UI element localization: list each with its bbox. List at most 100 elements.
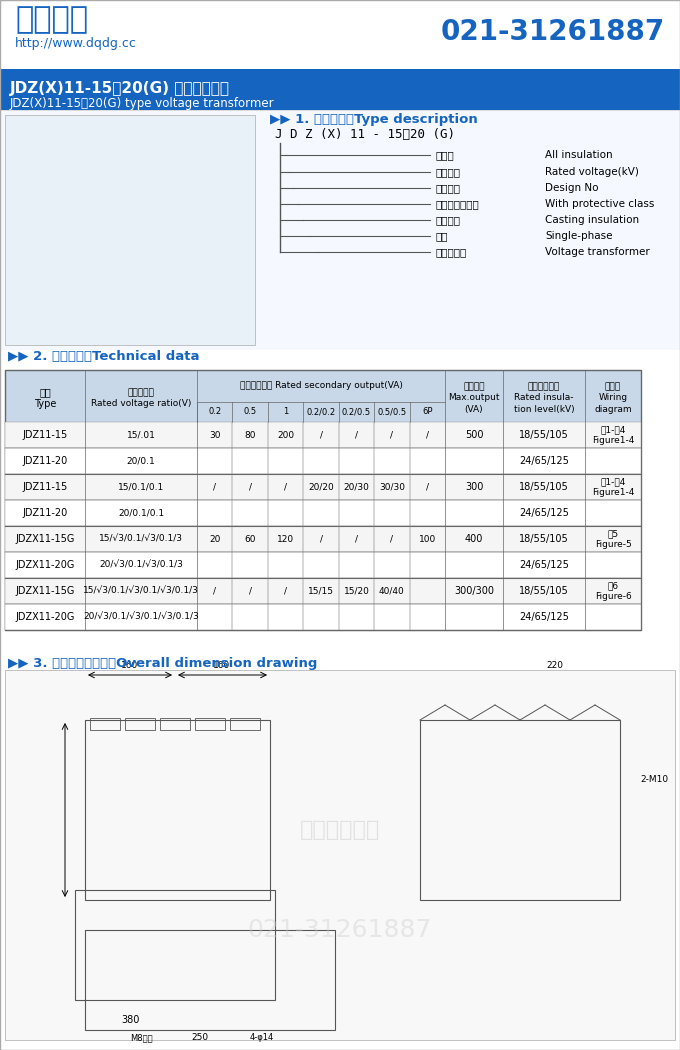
Bar: [5, 370, 641, 422]
Text: 15/20: 15/20: [343, 587, 369, 595]
Text: 18/55/105: 18/55/105: [519, 430, 569, 440]
Text: 0.2/0.5: 0.2/0.5: [342, 407, 371, 417]
Text: 400: 400: [465, 534, 483, 544]
Bar: [5, 670, 675, 1040]
Text: /: /: [284, 587, 287, 595]
Text: With protective class: With protective class: [545, 200, 654, 209]
Bar: [90, 718, 120, 730]
Text: /: /: [284, 483, 287, 491]
Bar: [125, 718, 155, 730]
Bar: [195, 718, 225, 730]
Text: 上海欧宜: 上海欧宜: [15, 5, 88, 35]
Text: 图1-图4
Figure1-4: 图1-图4 Figure1-4: [592, 478, 634, 497]
Bar: [230, 718, 260, 730]
Text: 带剩余电压绕组: 带剩余电压绕组: [435, 200, 479, 209]
Text: 300: 300: [465, 482, 483, 492]
Text: 4-φ14: 4-φ14: [250, 1033, 274, 1043]
Text: http://www.dqdg.cc: http://www.dqdg.cc: [15, 38, 137, 50]
Text: 021-31261887: 021-31261887: [441, 18, 665, 46]
Text: 设计序号: 设计序号: [435, 183, 460, 193]
Text: 100: 100: [419, 534, 436, 544]
Bar: [5, 448, 641, 474]
Text: /: /: [249, 587, 252, 595]
Text: 40/40: 40/40: [379, 587, 405, 595]
Text: ▶▶ 3. 外形及安装尺寸｜Overall dimension drawing: ▶▶ 3. 外形及安装尺寸｜Overall dimension drawing: [8, 656, 318, 670]
Text: /: /: [214, 587, 216, 595]
Text: /: /: [355, 534, 358, 544]
Bar: [5, 500, 641, 526]
Text: 全绝缘: 全绝缘: [435, 150, 454, 160]
Bar: [5, 422, 641, 448]
Text: 80: 80: [244, 430, 256, 440]
Text: /: /: [390, 430, 393, 440]
Bar: [75, 890, 275, 1000]
Text: 额定绝缘水平
Rated insula-
tion level(kV): 额定绝缘水平 Rated insula- tion level(kV): [513, 382, 575, 414]
Text: 250: 250: [192, 1033, 209, 1042]
Text: /: /: [355, 430, 358, 440]
Text: J D Z (X) 11 - 15、20 (G): J D Z (X) 11 - 15、20 (G): [275, 128, 455, 142]
Text: JDZ11-15: JDZ11-15: [22, 430, 67, 440]
Text: 6P: 6P: [422, 407, 432, 417]
Text: 0.5/0.5: 0.5/0.5: [377, 407, 407, 417]
Text: 1: 1: [283, 407, 288, 417]
Bar: [0, 350, 680, 655]
Text: /: /: [426, 483, 429, 491]
Text: 图6
Figure-6: 图6 Figure-6: [594, 582, 631, 601]
Text: 0.2: 0.2: [208, 407, 221, 417]
Text: JDZX11-15G: JDZX11-15G: [16, 586, 75, 596]
Bar: [0, 69, 680, 72]
Text: 500: 500: [464, 430, 483, 440]
Text: 20/0.1/0.1: 20/0.1/0.1: [118, 508, 164, 518]
Text: 24/65/125: 24/65/125: [519, 560, 569, 570]
Text: 20: 20: [209, 534, 220, 544]
Text: 浇注绝缘: 浇注绝缘: [435, 215, 460, 225]
Text: 15/√3/0.1/√3/0.1/3: 15/√3/0.1/√3/0.1/3: [99, 534, 183, 544]
Text: /: /: [320, 534, 322, 544]
Text: 图5
Figure-5: 图5 Figure-5: [594, 529, 631, 549]
Text: 160: 160: [121, 662, 139, 670]
Text: JDZ11-20: JDZ11-20: [22, 456, 67, 466]
Text: 20/20: 20/20: [308, 483, 334, 491]
Text: 120: 120: [277, 534, 294, 544]
Text: JDZ11-20: JDZ11-20: [22, 508, 67, 518]
Text: 20/√3/0.1/√3/0.1/√3/0.1/3: 20/√3/0.1/√3/0.1/√3/0.1/3: [83, 612, 199, 622]
Text: 额定电压比
Rated voltage ratio(V): 额定电压比 Rated voltage ratio(V): [91, 387, 191, 408]
Text: 上海欧宜电气: 上海欧宜电气: [300, 820, 380, 840]
Text: 18/55/105: 18/55/105: [519, 586, 569, 596]
Text: 0.5: 0.5: [243, 407, 257, 417]
Text: 18/55/105: 18/55/105: [519, 534, 569, 544]
Text: JDZ11-15: JDZ11-15: [22, 482, 67, 492]
Text: 20/0.1: 20/0.1: [126, 457, 155, 465]
Text: 24/65/125: 24/65/125: [519, 456, 569, 466]
Text: 30/30: 30/30: [379, 483, 405, 491]
Text: 20/30: 20/30: [343, 483, 369, 491]
Bar: [5, 474, 641, 500]
Text: Design No: Design No: [545, 183, 598, 193]
Bar: [5, 116, 255, 345]
Text: 图1-图4
Figure1-4: 图1-图4 Figure1-4: [592, 425, 634, 445]
Bar: [5, 578, 641, 604]
Text: 接线图
Wiring
diagram: 接线图 Wiring diagram: [594, 382, 632, 414]
Text: 额定二次输出 Rated secondary output(VA): 额定二次输出 Rated secondary output(VA): [239, 381, 403, 391]
Bar: [5, 370, 641, 630]
Text: JDZX11-20G: JDZX11-20G: [16, 612, 75, 622]
Bar: [85, 720, 270, 900]
Text: 0.2/0.2: 0.2/0.2: [307, 407, 335, 417]
Text: JDZX11-20G: JDZX11-20G: [16, 560, 75, 570]
Text: 30: 30: [209, 430, 220, 440]
Text: Casting insulation: Casting insulation: [545, 215, 639, 225]
Text: M8接地: M8接地: [130, 1033, 152, 1043]
Text: 15/15: 15/15: [308, 587, 334, 595]
Text: 额定电压: 额定电压: [435, 167, 460, 177]
Text: 380: 380: [121, 1015, 139, 1025]
Text: /: /: [320, 430, 322, 440]
Text: /: /: [214, 483, 216, 491]
Text: ▶▶ 2. 技术参数｜Technical data: ▶▶ 2. 技术参数｜Technical data: [8, 351, 199, 363]
Text: 18/55/105: 18/55/105: [519, 482, 569, 492]
Bar: [420, 720, 620, 900]
Text: /: /: [426, 430, 429, 440]
Bar: [160, 718, 190, 730]
Text: 15/.01: 15/.01: [126, 430, 156, 440]
Text: 200: 200: [277, 430, 294, 440]
Text: 300/300: 300/300: [454, 586, 494, 596]
